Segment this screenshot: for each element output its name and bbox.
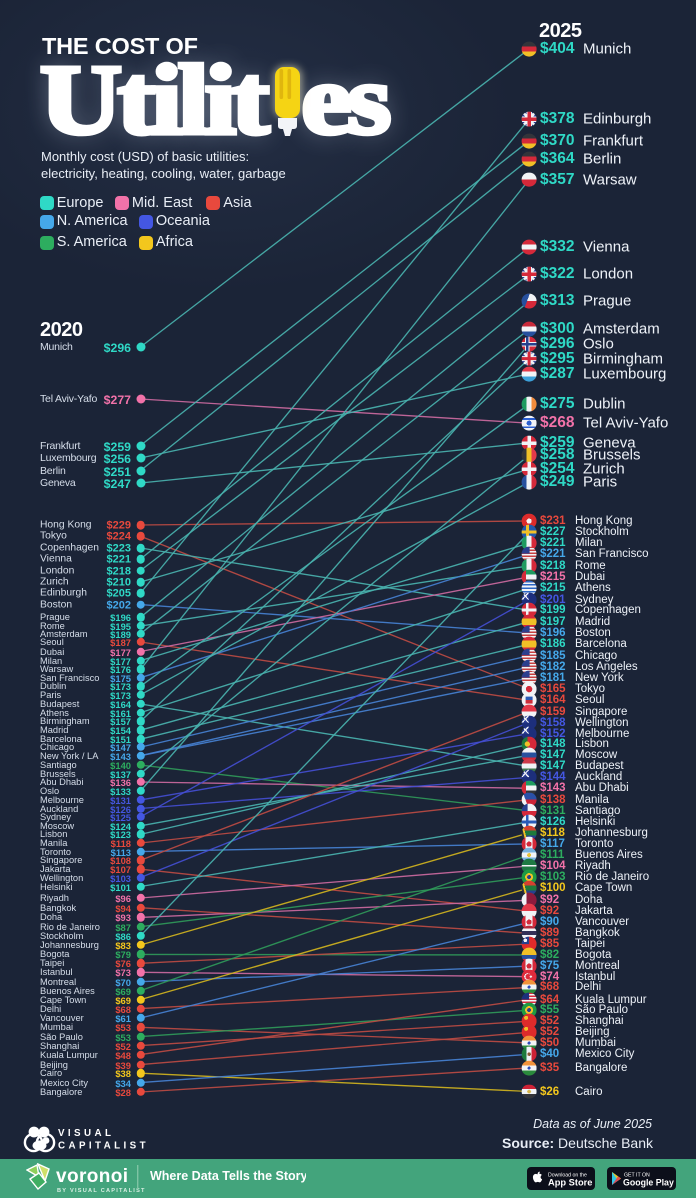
svg-text:Download on the: Download on the xyxy=(548,1173,587,1179)
svg-text:GET IT ON: GET IT ON xyxy=(624,1173,650,1179)
svg-text:CAPITALIST: CAPITALIST xyxy=(58,1141,149,1152)
svg-text:voronoi: voronoi xyxy=(56,1166,128,1187)
svg-text:Google Play: Google Play xyxy=(623,1177,674,1187)
svg-text:Where Data Tells the Story: Where Data Tells the Story xyxy=(150,1169,306,1183)
svg-text:App Store: App Store xyxy=(548,1178,592,1188)
svg-text:BY VISUAL CAPITALIST: BY VISUAL CAPITALIST xyxy=(57,1188,146,1194)
svg-text:VISUAL: VISUAL xyxy=(58,1128,114,1139)
